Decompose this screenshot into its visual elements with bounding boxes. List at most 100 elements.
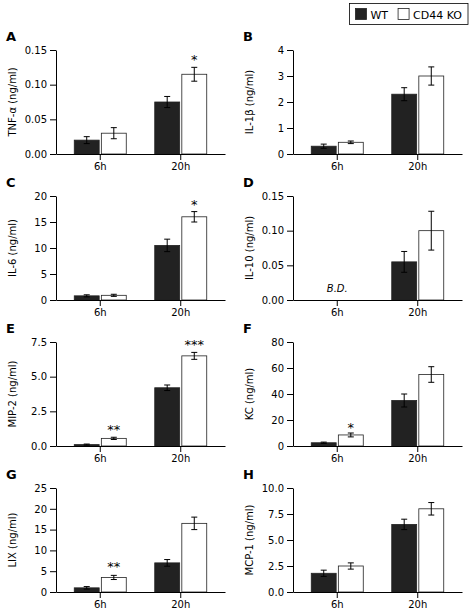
error-bar [164,239,170,251]
tick-mark [287,368,293,369]
error-line [167,385,168,391]
axis-line [294,154,463,155]
error-line [350,563,351,569]
bar [338,142,363,154]
bar [182,523,207,592]
error-line [323,570,324,576]
error-line [323,144,324,148]
error-cap [401,519,407,520]
tick-label: 6h [331,161,344,172]
tick-label: 2.5 [31,406,47,417]
tick: 20 [34,191,56,202]
error-bar [191,67,197,81]
y-axis: 0.02.55.07.5 [31,337,56,452]
tick-mark [50,248,56,249]
error-cap [84,143,90,144]
bar [311,300,336,301]
error-cap [111,138,117,139]
tick-label: 10 [34,545,47,556]
tick-mark [180,300,181,306]
tick-label: 6h [331,307,344,318]
error-cap [428,515,434,516]
error-cap [164,239,170,240]
tick-label: 0.00 [262,295,284,306]
tick-mark [50,119,56,120]
error-cap [348,562,354,563]
tick-label: 10.0 [262,483,284,494]
axis-line [293,51,294,155]
error-cap [111,296,117,297]
panel-label: A [6,29,16,44]
tick-mark [287,488,293,489]
plot-area [74,212,206,300]
error-cap [428,366,434,367]
tick: 15 [34,217,56,228]
tick-label: 0.0 [268,587,284,598]
error-cap [191,359,197,360]
error-line [404,251,405,272]
tick-label: 20h [171,453,190,464]
significance: * [348,420,355,435]
tick: 6h [331,592,344,610]
tick: 6h [331,300,344,318]
error-bar [348,141,354,144]
axis-title: LIX (ng/ml) [7,512,18,567]
bar [101,438,126,446]
panel-label: E [6,321,15,336]
tick-mark [50,300,56,301]
axis-title: TNF-α (ng/ml) [7,67,18,137]
bar [338,435,363,446]
bar [392,524,417,592]
plot-area [311,67,443,154]
tick: 1 [278,123,293,134]
error-cap [428,502,434,503]
tick: 10 [34,243,56,254]
error-cap [321,576,327,577]
tick: 15 [34,524,56,535]
tick: 20h [171,592,190,610]
tick: 60 [271,363,293,374]
tick: 2.5 [31,406,56,417]
error-bar [84,137,90,144]
tick: 20h [408,592,427,610]
error-cap [428,66,434,67]
tick: 10.0 [262,483,293,494]
error-cap [401,100,407,101]
error-cap [191,517,197,518]
axis-line [293,343,294,447]
tick-label: 6h [331,599,344,610]
tick-mark [287,300,293,301]
tick: 6h [94,154,107,172]
series [419,211,444,300]
tick-mark [50,592,56,593]
tick: 20h [171,446,190,464]
tick-mark [337,446,338,452]
error-cap [191,81,197,82]
tick-mark [50,50,56,51]
tick-label: 25 [34,483,47,494]
tick-label: 0.05 [262,260,284,271]
bar [392,401,417,447]
error-line [431,503,432,515]
axis-line [56,343,57,447]
bar [419,76,444,154]
bar [182,217,207,300]
tick-label: 40 [271,389,284,400]
axis-line [57,592,226,593]
tick: 5.0 [268,535,293,546]
series [392,251,417,300]
tick-mark [337,300,338,306]
error-cap [84,445,90,446]
tick-mark [417,592,418,598]
tick-label: 0.00 [25,149,47,160]
tick-label: 1 [278,123,284,134]
error-line [86,137,87,144]
tick-mark [50,446,56,447]
error-bar [111,294,117,296]
tick: 0.00 [262,295,293,306]
tick-mark [287,231,293,232]
error-bar [401,394,407,407]
series [338,367,443,446]
error-cap [84,294,90,295]
error-bar [111,575,117,579]
